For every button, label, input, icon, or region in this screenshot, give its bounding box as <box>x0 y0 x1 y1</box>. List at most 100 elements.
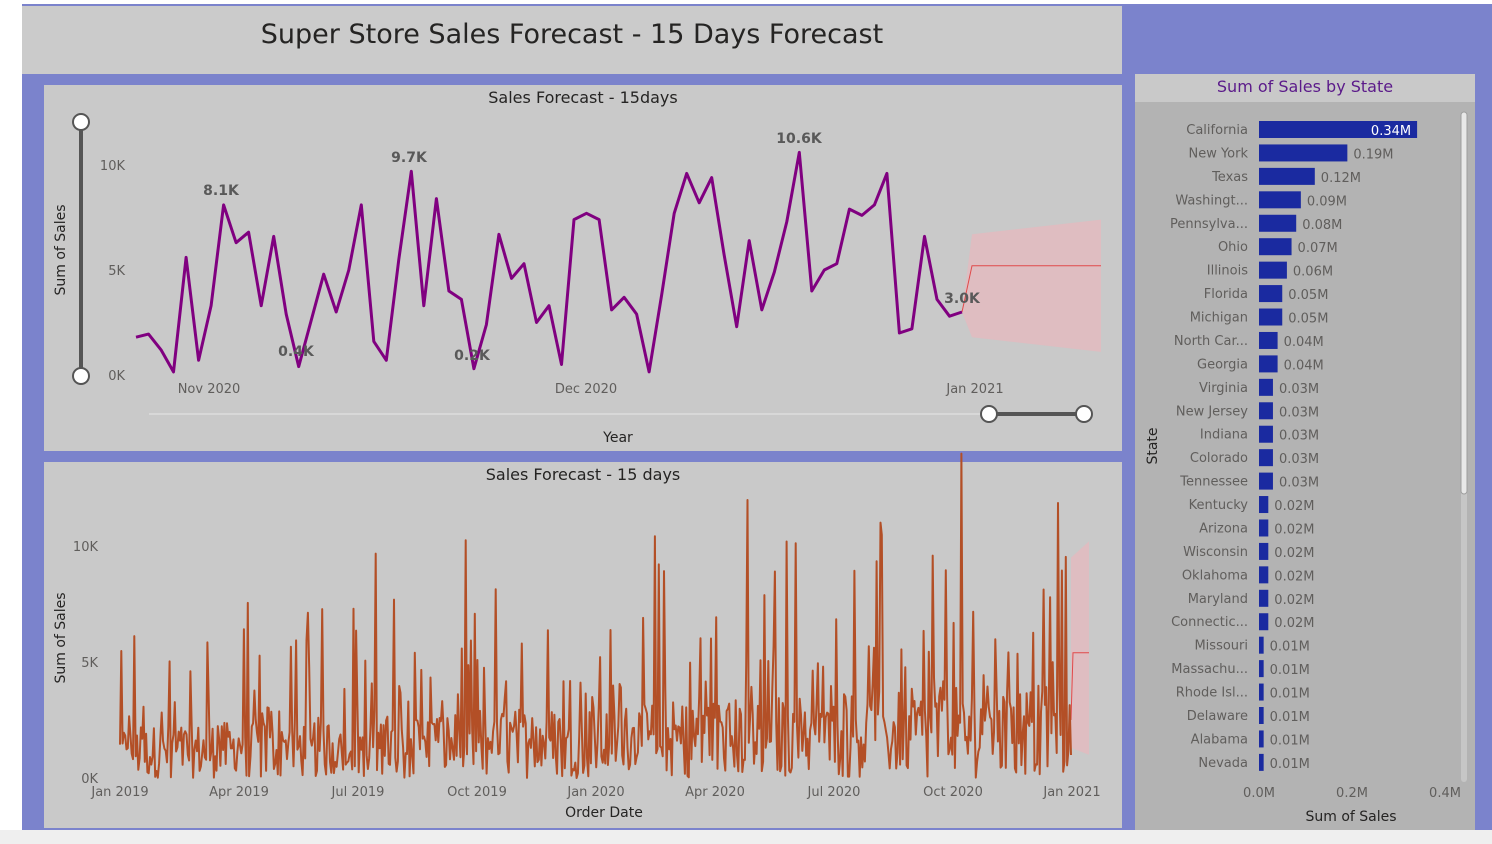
sales-by-state-chart[interactable]: Sum of Sales by State State Sum of Sales 0.… <box>1135 74 1475 830</box>
x-axis-label: Year <box>602 430 633 446</box>
bar-value-label: 0.12M <box>1321 171 1361 186</box>
data-label: 0.4K <box>278 344 315 360</box>
state-bar <box>1259 542 1269 560</box>
state-bar <box>1259 566 1269 584</box>
bar-value-label: 0.05M <box>1288 312 1328 327</box>
state-bar <box>1259 519 1269 537</box>
scrollbar-thumb <box>1460 111 1468 495</box>
state-bar <box>1259 214 1297 232</box>
x-tick-label: 0.0M <box>1243 786 1275 801</box>
state-bar <box>1259 613 1269 631</box>
state-label: Massachu... <box>1171 662 1248 677</box>
order-date-series-line <box>119 452 1072 779</box>
order-date-chart-svg: Sales Forecast - 15 days Sum of Sales Orde… <box>53 452 1101 821</box>
state-bar <box>1259 261 1287 279</box>
x-range-slider-handle-left <box>980 405 998 423</box>
bar-value-label: 0.04M <box>1284 358 1324 373</box>
state-label: Colorado <box>1190 451 1248 466</box>
y-tick-label: 5K <box>108 264 125 279</box>
forecast-confidence-band <box>1071 541 1089 755</box>
state-bar <box>1259 355 1278 373</box>
bar-value-label: 0.09M <box>1307 194 1347 209</box>
data-label: 10.6K <box>776 131 823 147</box>
state-bar <box>1259 144 1348 162</box>
state-label: Nevada <box>1198 756 1248 771</box>
y-tick-label: 5K <box>81 656 98 671</box>
bar-value-label: 0.06M <box>1293 265 1333 280</box>
forecast-line <box>1070 652 1089 721</box>
forecast-chart-svg: Sales Forecast - 15days Sum of Sales Year 0… <box>53 88 1101 446</box>
state-label: Texas <box>1211 170 1248 185</box>
forecast-confidence-band <box>962 219 1101 352</box>
x-tick-label: Jan 2020 <box>566 785 624 800</box>
bar-value-label: 0.05M <box>1288 288 1328 303</box>
state-label: Arizona <box>1199 521 1248 536</box>
bar-value-label: 0.08M <box>1302 218 1342 233</box>
state-label: Illinois <box>1207 264 1248 279</box>
state-label: Washingt... <box>1175 193 1248 208</box>
state-bar <box>1259 378 1273 396</box>
x-tick-label: Oct 2019 <box>447 785 507 800</box>
sales-series-line <box>135 150 963 374</box>
state-label: Rhode Isl... <box>1176 686 1248 701</box>
state-label: Florida <box>1204 287 1248 302</box>
chart-title-bar <box>1135 74 1475 102</box>
state-label: Missouri <box>1194 639 1248 654</box>
state-label: Alabama <box>1191 732 1248 747</box>
bar-value-label: 0.02M <box>1274 593 1314 608</box>
bar-value-label: 0.01M <box>1270 640 1310 655</box>
y-axis-label: Sum of Sales <box>53 204 69 295</box>
state-bar <box>1259 449 1273 467</box>
state-label: Pennsylva... <box>1170 217 1248 232</box>
y-axis-label: State <box>1145 427 1161 464</box>
state-label: Delaware <box>1187 709 1248 724</box>
bar-value-label: 0.01M <box>1270 757 1310 772</box>
data-label: 9.7K <box>391 150 428 166</box>
state-label: Indiana <box>1200 428 1248 443</box>
forecast-chart-15days[interactable]: Sales Forecast - 15days Sum of Sales Year 0… <box>44 85 1122 451</box>
bar-value-label: 0.02M <box>1274 546 1314 561</box>
x-range-slider-handle-right <box>1075 405 1093 423</box>
forecast-line <box>961 265 1101 313</box>
bar-value-label: 0.07M <box>1298 241 1338 256</box>
state-bar <box>1259 331 1278 349</box>
state-bar <box>1259 472 1273 490</box>
state-label: Maryland <box>1188 592 1248 607</box>
x-tick-label: Jul 2019 <box>331 785 385 800</box>
forecast-chart-15-days[interactable]: Sales Forecast - 15 days Sum of Sales Orde… <box>44 452 1122 828</box>
bar-value-label: 0.19M <box>1353 147 1393 162</box>
state-label: North Car... <box>1174 334 1248 349</box>
state-label: Michigan <box>1190 311 1248 326</box>
chart-title: Sales Forecast - 15 days <box>486 465 681 484</box>
bar-value-label: 0.04M <box>1284 335 1324 350</box>
bar-value-label: 0.03M <box>1279 429 1319 444</box>
x-tick-label: Jan 2019 <box>90 785 148 800</box>
x-tick-label: Dec 2020 <box>555 382 617 397</box>
data-label: 8.1K <box>203 183 240 199</box>
bar-value-label: 0.02M <box>1274 616 1314 631</box>
x-tick-label: Jan 2021 <box>1042 785 1100 800</box>
data-label: 3.0K <box>944 291 981 307</box>
x-tick-label: Jan 2021 <box>945 382 1003 397</box>
state-bar <box>1259 191 1301 209</box>
bar-value-label: 0.01M <box>1270 687 1310 702</box>
state-label: Ohio <box>1218 240 1248 255</box>
bar-value-label: 0.02M <box>1274 522 1314 537</box>
x-tick-label: 0.4M <box>1429 786 1461 801</box>
state-bar <box>1259 285 1283 303</box>
state-bar <box>1259 730 1264 748</box>
x-tick-label: Apr 2019 <box>209 785 269 800</box>
state-bar <box>1259 308 1283 326</box>
state-bar <box>1259 425 1273 443</box>
state-bar-chart-svg: Sum of Sales by State State Sum of Sales 0.… <box>1145 77 1468 825</box>
bar-value-label: 0.03M <box>1279 405 1319 420</box>
bar-value-label: 0.01M <box>1270 710 1310 725</box>
x-tick-label: Nov 2020 <box>178 382 241 397</box>
state-bar <box>1259 402 1273 420</box>
state-bar <box>1259 753 1264 771</box>
state-label: Wisconsin <box>1183 545 1248 560</box>
report-canvas: Super Store Sales Forecast - 15 Days For… <box>22 4 1492 830</box>
state-label: New Jersey <box>1176 404 1248 419</box>
x-axis-label: Sum of Sales <box>1305 809 1396 825</box>
page-title: Super Store Sales Forecast - 15 Days For… <box>260 19 884 50</box>
